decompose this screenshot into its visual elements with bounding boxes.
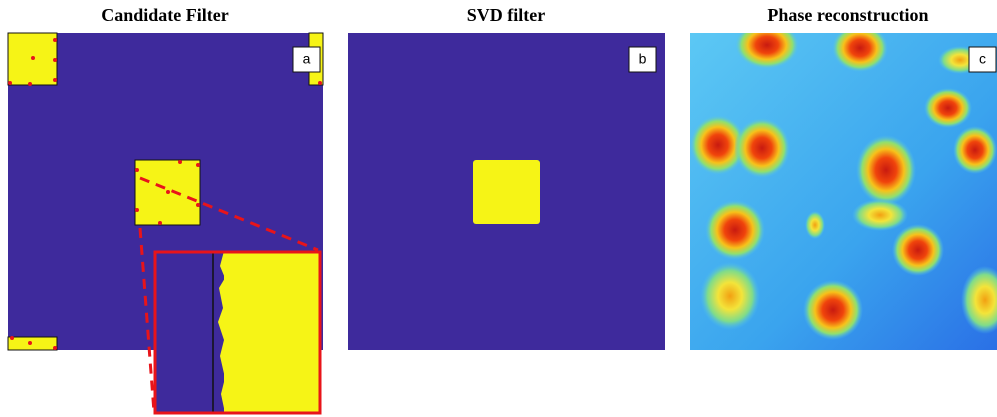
panel-label: c [979, 51, 986, 67]
figure: Candidate Filter SVD filter Phase recons… [0, 0, 997, 417]
panel-title: Candidate Filter [101, 5, 229, 25]
panel-title: SVD filter [467, 5, 545, 25]
panel-label: b [639, 51, 647, 67]
panel-title: Phase reconstruction [767, 5, 928, 25]
panel-a: a [8, 33, 323, 413]
panel-label: a [303, 51, 311, 67]
page: Candidate Filter SVD filter Phase recons… [0, 0, 997, 417]
panel-c: c [690, 21, 997, 350]
panel-b: b [348, 33, 665, 350]
